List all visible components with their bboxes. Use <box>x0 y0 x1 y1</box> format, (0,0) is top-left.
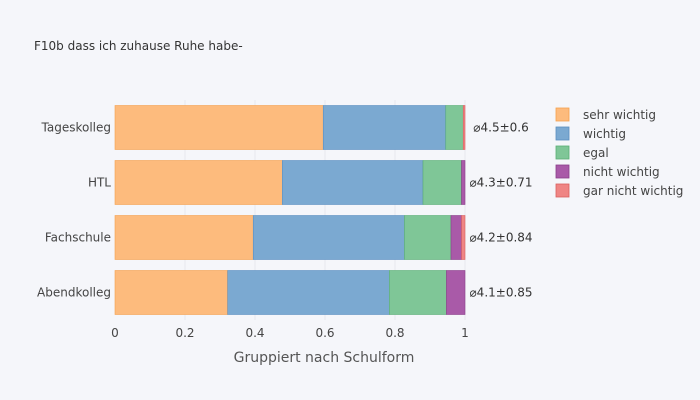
x-tick-labels: 0 0.2 0.4 0.6 0.8 1 <box>111 326 469 340</box>
x-axis-label: Gruppiert nach Schulform <box>234 350 415 366</box>
bar-segment[interactable] <box>252 215 405 260</box>
bar-segment[interactable] <box>322 105 447 150</box>
bar-segment[interactable] <box>450 215 462 260</box>
bar-annotation: ⌀4.5±0.6 <box>473 121 528 135</box>
bar-segment[interactable] <box>227 270 390 315</box>
category-label: Tageskolleg <box>41 121 111 135</box>
legend-swatch[interactable] <box>555 126 570 141</box>
bar-annotation: ⌀4.3±0.71 <box>469 176 532 190</box>
category-label: Abendkolleg <box>37 286 111 300</box>
bar-segment[interactable] <box>462 105 466 150</box>
bar-segment[interactable] <box>389 270 447 315</box>
legend-swatch[interactable] <box>555 107 570 122</box>
bar-segment[interactable] <box>404 215 452 260</box>
legend-label[interactable]: gar nicht wichtig <box>583 184 683 198</box>
legend-swatch[interactable] <box>555 145 570 160</box>
x-tick-label: 0 <box>111 326 119 340</box>
legend-label[interactable]: sehr wichtig <box>583 108 656 122</box>
x-tick-label: 0.2 <box>175 326 194 340</box>
x-tick-label: 0.8 <box>385 326 404 340</box>
chart-title: F10b dass ich zuhause Ruhe habe- <box>34 39 243 53</box>
legend[interactable]: sehr wichtig wichtig egal nicht wichtig gar … <box>555 107 683 198</box>
bar-segment[interactable] <box>114 105 324 150</box>
category-label: Fachschule <box>45 231 111 245</box>
category-labels: Tageskolleg HTL Fachschule Abendkolleg <box>37 121 111 300</box>
bar-annotation: ⌀4.2±0.84 <box>469 231 532 245</box>
bar-segment[interactable] <box>446 270 466 315</box>
bar-segment[interactable] <box>461 215 466 260</box>
bar-segment[interactable] <box>114 215 254 260</box>
legend-swatch[interactable] <box>555 183 570 198</box>
category-label: HTL <box>88 176 111 190</box>
x-tick-label: 1 <box>461 326 469 340</box>
bar-segment[interactable] <box>445 105 464 150</box>
bar-segment[interactable] <box>461 160 466 205</box>
bar-annotation: ⌀4.1±0.85 <box>469 286 532 300</box>
bars <box>114 105 466 315</box>
x-tick-label: 0.6 <box>315 326 334 340</box>
bar-segment[interactable] <box>114 160 283 205</box>
legend-swatch[interactable] <box>555 164 570 179</box>
legend-label[interactable]: wichtig <box>583 127 626 141</box>
bar-segment[interactable] <box>281 160 424 205</box>
bar-segment[interactable] <box>114 270 228 315</box>
legend-label[interactable]: egal <box>583 146 609 160</box>
annotations: ⌀4.5±0.6 ⌀4.3±0.71 ⌀4.2±0.84 ⌀4.1±0.85 <box>469 121 532 300</box>
bar-segment[interactable] <box>422 160 462 205</box>
x-tick-label: 0.4 <box>245 326 264 340</box>
legend-label[interactable]: nicht wichtig <box>583 165 660 179</box>
